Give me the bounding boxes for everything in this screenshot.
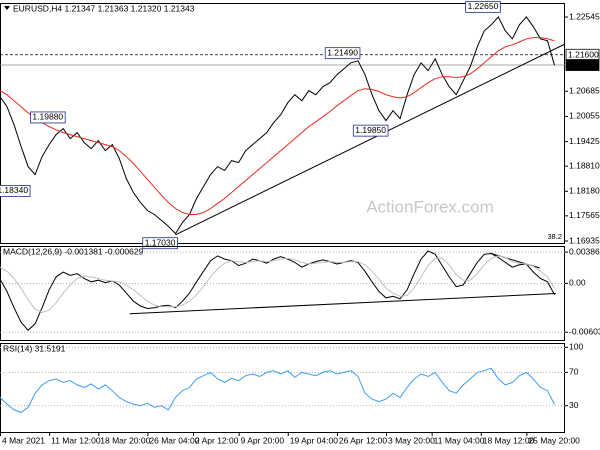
annotation-label: 1.17030: [145, 237, 176, 247]
x-tick-label: 4 Mar 2021: [2, 435, 45, 445]
price-annotation: 1.18340: [0, 185, 31, 197]
annotation-label: 1.19880: [32, 112, 63, 122]
y-tick-label: 1.18180: [569, 186, 600, 196]
series-line: [0, 255, 555, 314]
y-tick-label: 1.17565: [569, 210, 600, 220]
panel-title: MACD(12,26,9) -0.001381 -0.000629: [3, 246, 144, 256]
y-tick-label: 1.18810: [569, 160, 600, 170]
y-tick-label: 1.16935: [569, 235, 600, 245]
watermark: ActionForex.com: [366, 197, 494, 216]
x-tick-label: 11 May 04:00: [434, 435, 485, 445]
price-label-box: [565, 59, 600, 71]
annotation-label: 1.18340: [0, 185, 28, 195]
x-tick-label: 9 Apr 20:00: [241, 435, 285, 445]
trendline: [175, 43, 566, 236]
panel-frame: [0, 246, 565, 341]
price-annotation: 1.19880: [30, 111, 66, 124]
trendline: [129, 293, 556, 315]
x-tick-label: 18 Mar 20:00: [100, 435, 150, 445]
panel-title: EURUSD,H4 1.21347 1.21363 1.21320 1.2134…: [13, 3, 195, 13]
y-tick-label: 100: [569, 342, 583, 352]
y-tick-label: 0.003864: [569, 246, 600, 256]
panel-title: RSI(14) 31.5191: [3, 343, 66, 353]
x-tick-label: 2 Apr 12:00: [195, 435, 239, 445]
annotation-box: [0, 185, 31, 197]
series-line: [0, 16, 555, 235]
price-annotation: 1.17030: [142, 237, 178, 250]
annotation-label: 1.19850: [355, 125, 386, 135]
y-tick-label: 1.20685: [569, 86, 600, 96]
x-tick-label: 18 May 12:00: [483, 435, 535, 445]
panel-frame: [0, 3, 565, 244]
annotation-box: [142, 237, 178, 250]
series-line: [0, 250, 555, 332]
x-tick-label: 26 Mar 04:00: [149, 435, 199, 445]
annotation-label: 1.21490: [327, 47, 358, 57]
x-tick-label: 3 May 20:00: [388, 435, 435, 445]
annotation-box: [30, 111, 66, 124]
annotation-box: [352, 124, 389, 137]
panel-frame: [0, 343, 565, 433]
y-tick-label: 70: [569, 367, 579, 377]
x-tick-label: 19 Apr 04:00: [290, 435, 338, 445]
annotation-box: [324, 47, 361, 60]
price-annotation: 1.21490: [324, 47, 361, 60]
x-tick-label: 25 May 20:00: [528, 435, 580, 445]
x-tick-label: 11 Mar 12:00: [51, 435, 101, 445]
series-line: [0, 367, 555, 413]
y-tick-label: 0.00: [569, 278, 586, 288]
fib-label: 38.2: [547, 232, 562, 241]
menu-triangle: [4, 6, 10, 10]
price-label: 1.21343: [568, 60, 599, 70]
y-tick-label: 30: [569, 400, 579, 410]
price-label: 1.21600: [568, 50, 599, 60]
series-line: [0, 37, 555, 215]
annotation-box: [465, 0, 501, 13]
y-tick-label: 1.22545: [569, 11, 600, 21]
y-tick-label: 1.19425: [569, 136, 600, 146]
price-annotation: 1.19850: [352, 124, 389, 137]
x-tick-label: 26 Apr 12:00: [339, 435, 387, 445]
annotation-label: 1.22650: [468, 1, 499, 11]
y-tick-label: -0.006038: [569, 326, 600, 336]
y-tick-label: 1.20055: [569, 111, 600, 121]
price-annotation: 1.22650: [465, 0, 501, 13]
